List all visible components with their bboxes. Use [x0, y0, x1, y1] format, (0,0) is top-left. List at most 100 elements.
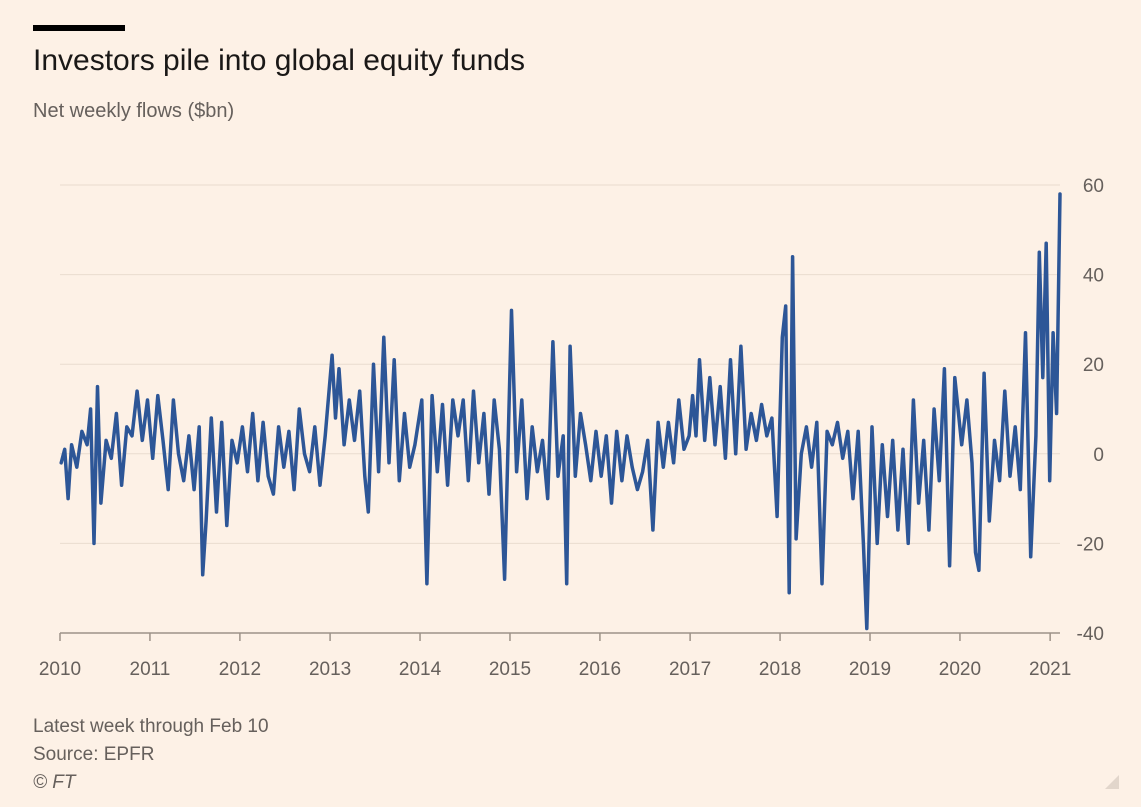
data-point — [462, 399, 464, 401]
data-point — [110, 457, 113, 460]
data-point — [1035, 435, 1037, 437]
data-point — [841, 457, 844, 460]
data-point — [993, 439, 996, 442]
data-point — [912, 399, 915, 401]
x-tick-label: 2019 — [849, 659, 891, 680]
data-point — [928, 529, 930, 531]
data-point — [86, 444, 88, 446]
data-point — [220, 421, 223, 424]
data-point — [348, 399, 351, 401]
data-point — [446, 484, 449, 486]
data-point — [526, 497, 528, 500]
data-point — [531, 426, 533, 428]
data-point — [510, 309, 513, 312]
data-point — [383, 336, 385, 339]
data-point — [541, 439, 544, 442]
data-point — [272, 493, 275, 495]
data-point — [800, 453, 803, 455]
data-point — [63, 448, 66, 451]
data-point — [966, 399, 968, 401]
data-point — [933, 408, 935, 410]
data-point — [691, 394, 694, 397]
data-point — [886, 515, 889, 518]
data-point — [324, 435, 326, 437]
data-point — [646, 439, 649, 442]
data-point — [621, 479, 623, 482]
data-point — [866, 627, 868, 630]
y-tick-label: 40 — [1083, 266, 1104, 287]
data-point — [657, 421, 659, 424]
data-point — [151, 457, 154, 460]
data-point — [907, 542, 910, 545]
data-point — [457, 435, 459, 437]
data-point — [881, 444, 884, 446]
data-point — [282, 466, 285, 469]
data-point — [393, 358, 395, 361]
data-point — [431, 394, 433, 397]
data-point — [776, 515, 778, 518]
data-point — [358, 390, 361, 392]
data-point — [852, 497, 854, 500]
data-point — [1052, 332, 1054, 334]
series-line-net-weekly-flows — [59, 192, 1062, 631]
data-point — [953, 376, 956, 379]
data-point — [557, 475, 559, 478]
x-tick-label: 2020 — [939, 659, 981, 680]
data-point — [590, 479, 592, 482]
data-point — [683, 448, 685, 451]
data-point — [960, 444, 963, 446]
data-point — [493, 399, 496, 401]
x-tick-label: 2010 — [39, 659, 81, 680]
data-point — [579, 412, 582, 415]
data-point — [565, 582, 568, 585]
data-point — [784, 305, 787, 307]
data-point — [226, 524, 228, 527]
data-point — [146, 399, 149, 401]
data-point — [1009, 475, 1011, 478]
data-point — [498, 448, 501, 451]
data-point — [631, 466, 634, 469]
data-point — [652, 529, 654, 531]
data-point — [600, 475, 602, 478]
data-point — [314, 426, 316, 428]
data-point — [334, 417, 337, 419]
data-point — [636, 488, 639, 491]
chart-title: Investors pile into global equity funds — [33, 44, 525, 77]
x-tick-label: 2018 — [759, 659, 801, 680]
data-point — [120, 484, 123, 486]
data-point — [93, 542, 95, 545]
data-point — [974, 551, 977, 554]
y-tick-label: -20 — [1077, 534, 1104, 555]
y-tick-label: -40 — [1077, 624, 1104, 645]
data-point — [871, 426, 873, 428]
data-point — [745, 448, 747, 451]
y-tick-label: 0 — [1093, 445, 1104, 466]
data-point — [891, 439, 894, 442]
data-point — [452, 399, 454, 401]
header-rule — [33, 25, 125, 31]
data-point — [831, 444, 834, 446]
data-point — [353, 439, 356, 442]
x-tick-label: 2016 — [579, 659, 621, 680]
data-point — [740, 345, 742, 348]
data-point — [257, 479, 259, 482]
data-point — [667, 421, 670, 424]
y-tick-label: 60 — [1083, 176, 1104, 197]
resize-grip-icon — [1105, 775, 1119, 789]
data-point — [734, 453, 737, 455]
data-point — [677, 399, 680, 401]
data-point — [971, 461, 973, 464]
data-point — [210, 417, 213, 419]
data-point — [162, 439, 164, 442]
data-point — [584, 444, 587, 446]
data-point — [672, 461, 675, 464]
data-point — [267, 475, 270, 478]
data-point — [847, 430, 849, 433]
data-point — [403, 412, 406, 415]
data-point — [709, 376, 711, 379]
data-point — [308, 470, 311, 473]
data-point — [426, 582, 428, 585]
data-point — [277, 426, 280, 428]
data-point — [1041, 376, 1044, 379]
data-point — [1029, 556, 1032, 558]
